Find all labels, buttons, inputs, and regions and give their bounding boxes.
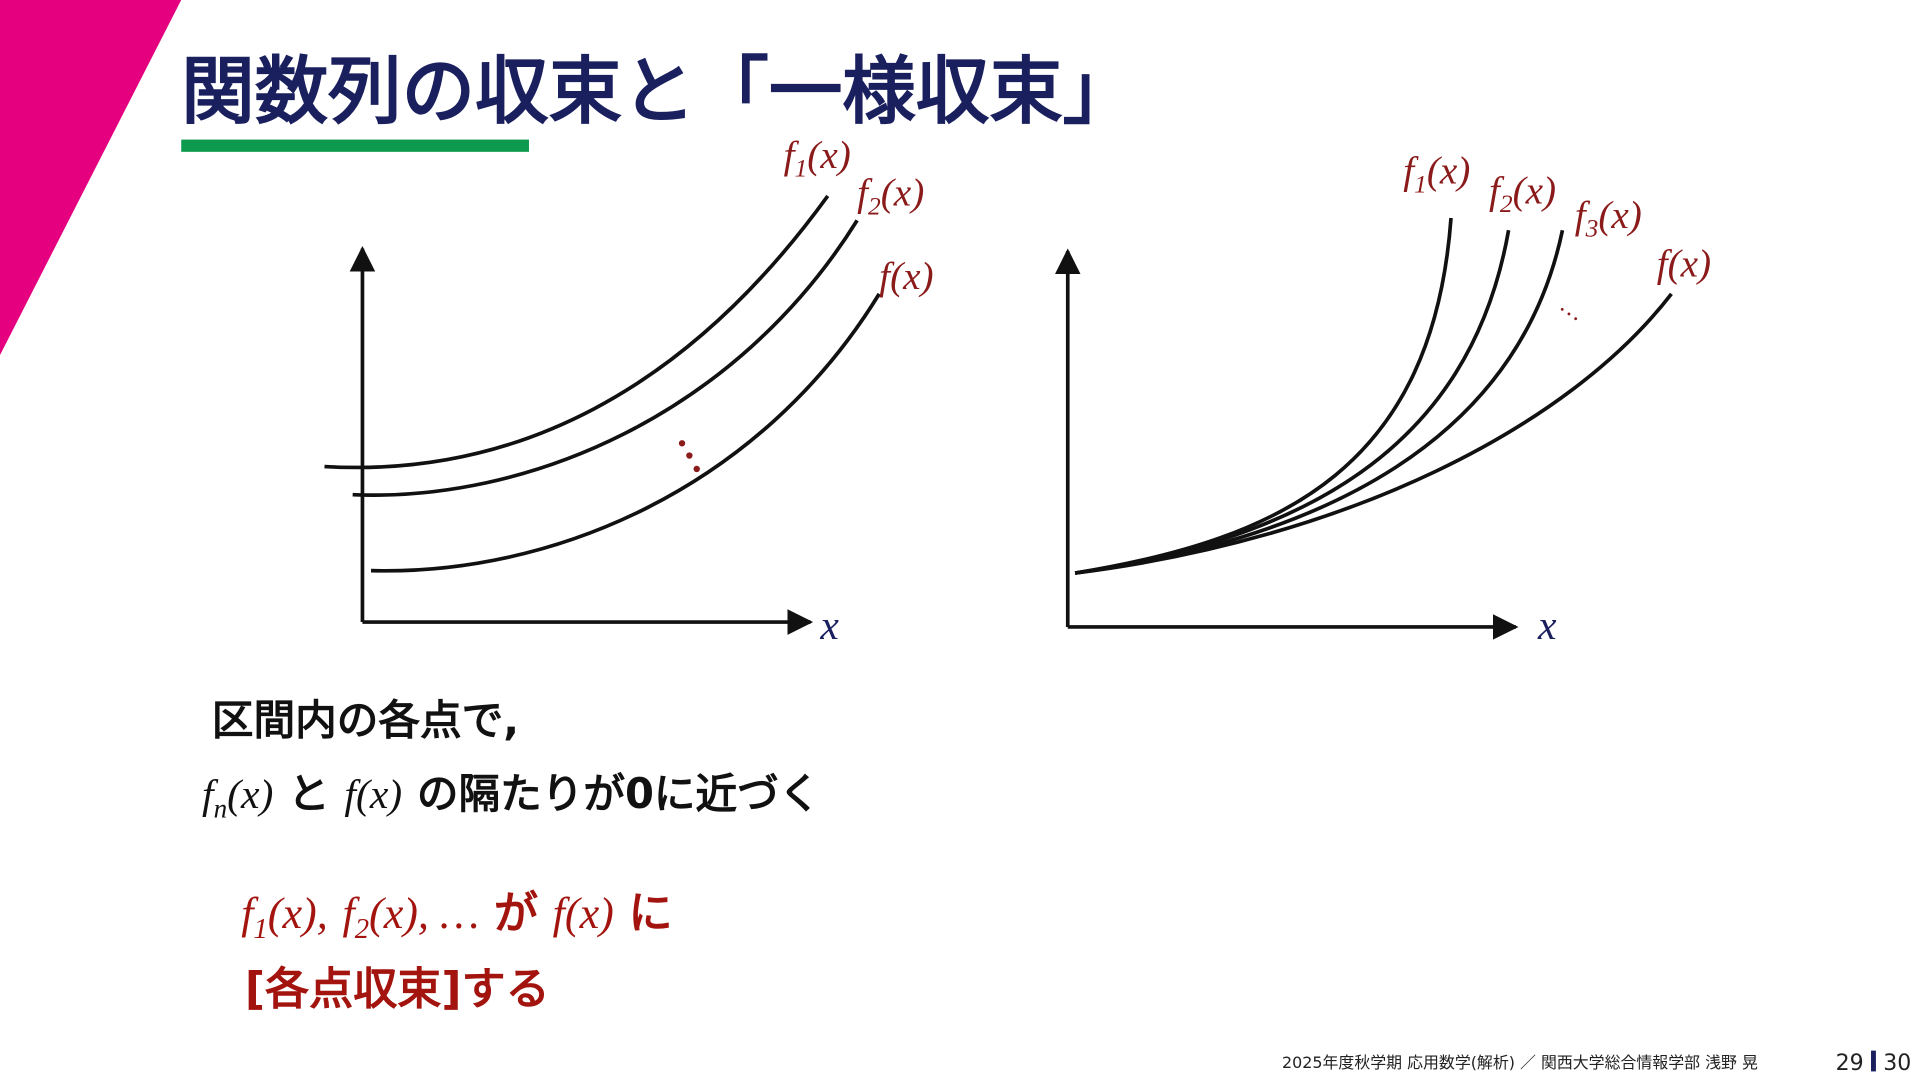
subscript: n <box>214 793 228 823</box>
page-separator <box>1871 1050 1876 1072</box>
subscript: 1 <box>1414 169 1427 198</box>
subscript: 3 <box>1585 213 1599 242</box>
curve <box>1074 292 1673 575</box>
argument: (x) <box>807 134 850 177</box>
argument: (x) <box>881 172 924 215</box>
vertical-dots <box>678 440 700 473</box>
ellipsis: … <box>1556 292 1589 327</box>
corner-triangle <box>0 0 182 356</box>
right-graph <box>1054 217 1673 640</box>
curve <box>370 292 881 573</box>
argument: (x) <box>227 772 273 818</box>
subscript: 2 <box>868 191 881 220</box>
left-graph <box>324 194 881 635</box>
subscript: 1 <box>795 153 808 182</box>
subscript: 2 <box>355 913 369 945</box>
title-underline <box>181 139 529 152</box>
conclusion-text: [各点収束]する <box>245 964 550 1015</box>
curve <box>1074 229 1565 575</box>
body-text: fn(x) と f(x) の隔たりが0に近づく <box>202 769 820 823</box>
x-axis-label: x <box>1537 603 1557 649</box>
argument: (x) <box>1598 194 1641 237</box>
argument: (x), … <box>369 889 479 938</box>
text-segment: の隔たりが0に近づく <box>417 769 821 818</box>
text-segment: が <box>494 888 538 939</box>
subscript: 2 <box>1500 189 1513 218</box>
argument: (x) <box>1668 243 1711 286</box>
math-label: f(x) <box>879 255 933 298</box>
subscript: 1 <box>253 913 267 945</box>
footer-course: 2025年度秋学期 応用数学(解析) ／ 関西大学総合情報学部 浅野 晃 <box>1282 1053 1758 1072</box>
math-label: f2(x) <box>857 172 924 221</box>
body-text: 区間内の各点で, <box>212 696 519 745</box>
text-segment: と <box>288 769 330 818</box>
page-number: 29 <box>1836 1051 1864 1076</box>
slide-title: 関数列の収束と「一様収束」 <box>181 49 1136 134</box>
x-axis-label: x <box>819 603 839 649</box>
math-label: f(x) <box>1657 243 1711 286</box>
curve <box>352 219 859 497</box>
text-segment: に <box>629 888 673 939</box>
argument: (x) <box>356 772 402 818</box>
argument: (x) <box>1427 150 1470 193</box>
curve <box>324 194 830 470</box>
math-label: f2(x) <box>1489 169 1556 218</box>
math-label: f3(x) <box>1575 194 1642 243</box>
page-total: 30 <box>1883 1051 1911 1076</box>
math-label: f1(x) <box>784 134 851 183</box>
argument: (x) <box>565 889 614 938</box>
argument: (x) <box>890 255 933 298</box>
argument: (x) <box>1513 169 1556 212</box>
math-label: f1(x) <box>1403 150 1470 199</box>
body-text: f1(x), f2(x), … が f(x) に <box>241 888 672 945</box>
curve <box>1074 217 1453 575</box>
argument: (x), <box>268 889 328 938</box>
